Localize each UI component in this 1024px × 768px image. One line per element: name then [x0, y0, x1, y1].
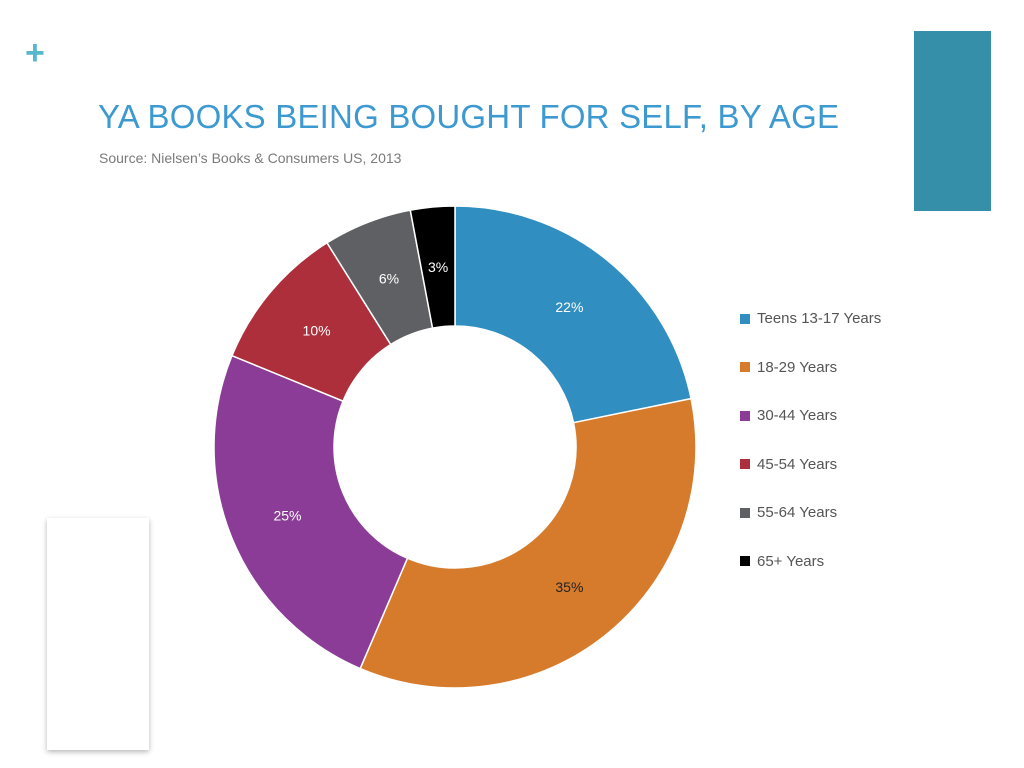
legend-item-65-plus: 65+ Years — [740, 552, 881, 571]
slice-1 — [454, 205, 692, 424]
slice-label-6: 3% — [428, 259, 448, 275]
plus-icon: + — [25, 34, 45, 72]
chart-subtitle: Source: Nielsen’s Books & Consumers US, … — [99, 150, 402, 166]
legend-item-55-64: 55-64 Years — [740, 503, 881, 522]
legend-label: Teens 13-17 Years — [757, 310, 882, 327]
slice-label-1: 22% — [555, 299, 583, 315]
legend-label: 55-64 Years — [757, 504, 838, 522]
legend-label: 45-54 Years — [757, 455, 838, 473]
chart-title: YA BOOKS BEING BOUGHT FOR SELF, BY AGE — [98, 98, 840, 135]
legend-swatch — [740, 362, 750, 373]
slice-2 — [359, 397, 697, 689]
legend-item-18-29: 18-29 Years — [740, 358, 881, 377]
legend-swatch — [740, 459, 750, 470]
legend-swatch — [740, 313, 750, 324]
slice-label-2: 35% — [555, 579, 583, 595]
slice-label-4: 10% — [303, 322, 331, 338]
accent-block — [914, 31, 991, 211]
legend-label: 30-44 Years — [757, 407, 838, 425]
legend-swatch — [740, 556, 750, 567]
legend-swatch — [740, 507, 750, 518]
legend-item-teens-13-17: Teens 13-17 Years — [740, 309, 881, 328]
legend-label: 18-29 Years — [757, 358, 838, 376]
slice-label-5: 6% — [379, 270, 399, 286]
legend-item-30-44: 30-44 Years — [740, 406, 881, 425]
legend-item-45-54: 45-54 Years — [740, 455, 881, 474]
slice-3 — [213, 354, 409, 670]
slice-label-3: 25% — [273, 508, 301, 524]
chart-legend: Teens 13-17 Years 18-29 Years 30-44 Year… — [740, 309, 881, 601]
slice-6 — [409, 205, 456, 329]
legend-swatch — [740, 410, 750, 421]
legend-label: 65+ Years — [757, 552, 825, 570]
paper-card — [47, 518, 149, 750]
